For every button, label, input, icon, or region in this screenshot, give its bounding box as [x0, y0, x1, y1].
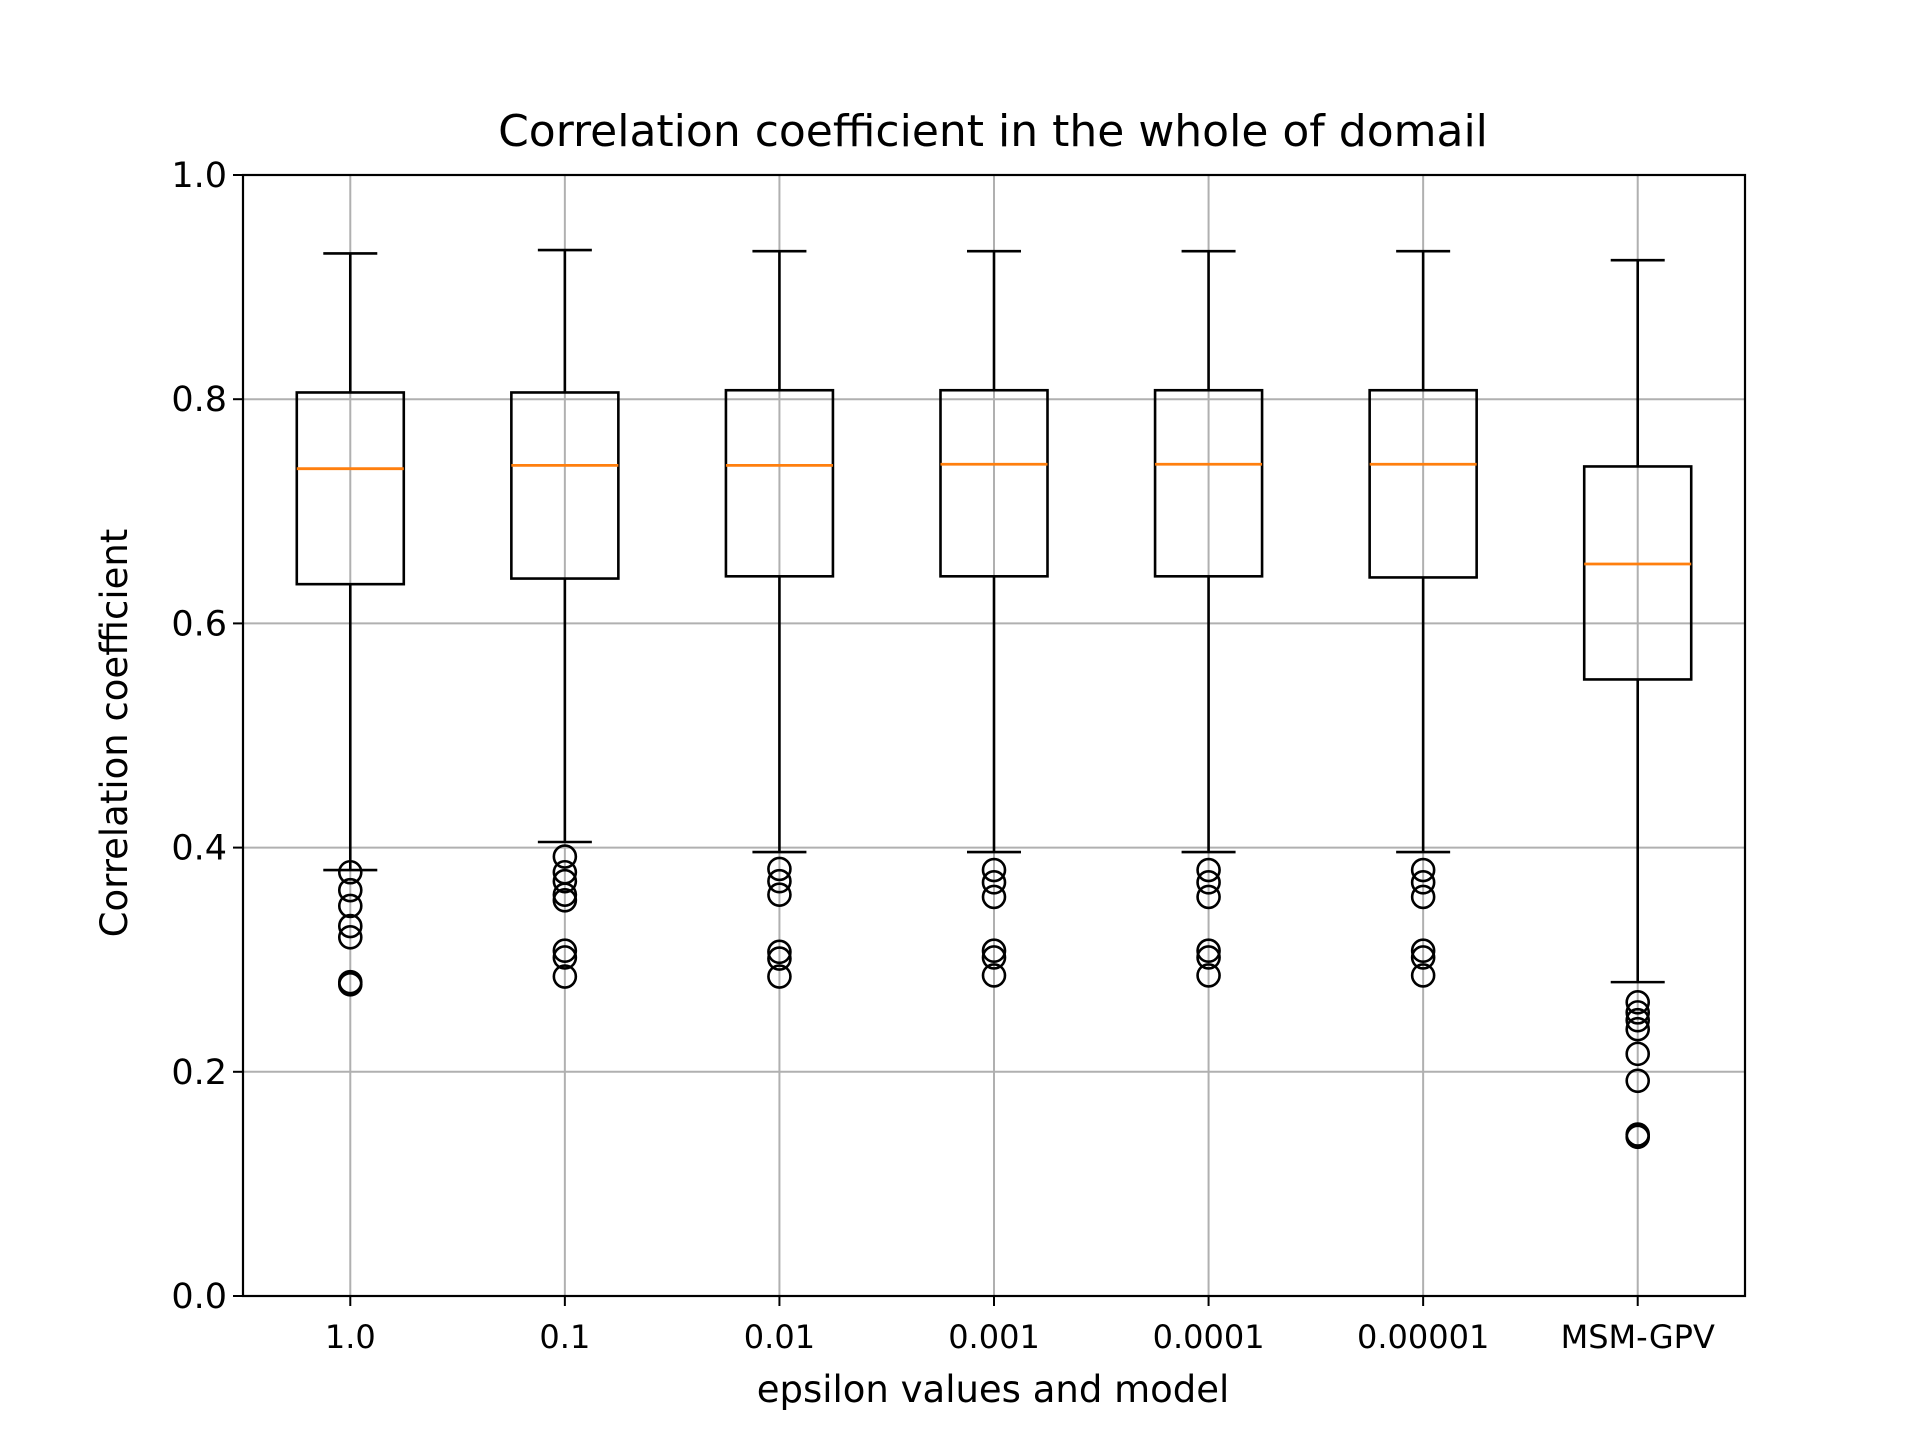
- iqr-box: [1153, 388, 1264, 578]
- outlier-point: [1625, 1068, 1651, 1094]
- x-axis-label: epsilon values and model: [757, 1368, 1230, 1411]
- x-tick-label: 0.1: [539, 1318, 590, 1356]
- outlier-point: [1625, 1041, 1651, 1067]
- outlier-point: [1410, 963, 1436, 988]
- outlier-point: [981, 945, 1007, 970]
- outlier-point: [337, 859, 363, 885]
- outlier-point: [337, 893, 363, 919]
- outlier-point: [1410, 857, 1436, 883]
- outlier-point: [337, 913, 363, 939]
- y-tick-label: 0.6: [171, 604, 227, 644]
- outlier-point: [1196, 884, 1221, 910]
- box-group: [1368, 249, 1478, 854]
- x-tick-label: MSM-GPV: [1561, 1318, 1715, 1356]
- outlier-point: [552, 938, 578, 964]
- outlier-point: [1196, 938, 1221, 964]
- outlier-point: [767, 856, 792, 882]
- outliers: [337, 844, 1651, 1150]
- y-axis-ticks: 0.0 0.2 0.4 0.6 0.8 1.0: [171, 156, 243, 1317]
- y-tick-label: 0.8: [171, 380, 227, 420]
- box-group: [295, 252, 406, 872]
- box-group: [724, 249, 835, 854]
- iqr-box: [510, 391, 620, 580]
- outlier-point: [981, 938, 1007, 964]
- iqr-box: [1582, 465, 1693, 681]
- x-tick-label: 0.001: [948, 1318, 1040, 1356]
- outlier-point: [1196, 963, 1221, 988]
- boxes: [295, 248, 1693, 984]
- x-tick-label: 0.0001: [1153, 1318, 1265, 1356]
- iqr-box: [1368, 388, 1478, 579]
- outlier-point: [552, 887, 578, 913]
- iqr-box: [295, 391, 406, 586]
- outlier-point: [1625, 1016, 1651, 1042]
- outlier-point: [1196, 945, 1221, 970]
- chart-title: Correlation coefficient in the whole of …: [498, 106, 1488, 157]
- box-group: [510, 248, 620, 844]
- y-tick-label: 0.4: [171, 829, 227, 869]
- outlier-point: [552, 964, 578, 989]
- y-tick-label: 0.0: [171, 1277, 227, 1317]
- outlier-point: [1625, 989, 1651, 1015]
- x-axis-ticks: 1.0 0.1 0.01 0.001 0.0001 0.00001 MSM-GPV: [325, 1296, 1715, 1356]
- outlier-point: [981, 963, 1007, 988]
- outlier-point: [1625, 1000, 1651, 1025]
- outlier-point: [767, 946, 792, 971]
- outlier-point: [981, 870, 1007, 895]
- outlier-point: [981, 884, 1007, 910]
- outlier-point: [1410, 938, 1436, 964]
- outlier-point: [552, 868, 578, 894]
- x-tick-label: 0.00001: [1357, 1318, 1489, 1356]
- outlier-point: [1625, 1124, 1651, 1150]
- iqr-box: [939, 388, 1049, 578]
- y-tick-label: 1.0: [171, 156, 227, 196]
- outlier-point: [552, 844, 578, 869]
- outlier-point: [1625, 1007, 1651, 1033]
- outlier-point: [337, 924, 363, 950]
- iqr-box: [724, 388, 835, 578]
- box-group: [939, 249, 1049, 854]
- box-group: [1582, 258, 1693, 984]
- outlier-point: [767, 882, 792, 907]
- outlier-point: [767, 939, 792, 965]
- y-axis-label: Correlation coefficient: [93, 529, 136, 938]
- x-tick-label: 0.01: [744, 1318, 815, 1356]
- outlier-point: [1410, 884, 1436, 910]
- outlier-point: [1410, 870, 1436, 895]
- outlier-point: [1410, 945, 1436, 970]
- outlier-point: [981, 857, 1007, 883]
- x-tick-label: 1.0: [325, 1318, 376, 1356]
- box-group: [1153, 249, 1264, 854]
- outlier-point: [1196, 870, 1221, 895]
- outlier-point: [767, 964, 792, 989]
- y-tick-label: 0.2: [171, 1053, 227, 1093]
- outlier-point: [1196, 857, 1221, 883]
- outlier-point: [552, 882, 578, 907]
- outlier-point: [552, 945, 578, 970]
- outlier-point: [337, 877, 363, 903]
- outlier-point: [767, 868, 792, 894]
- outlier-point: [337, 972, 363, 997]
